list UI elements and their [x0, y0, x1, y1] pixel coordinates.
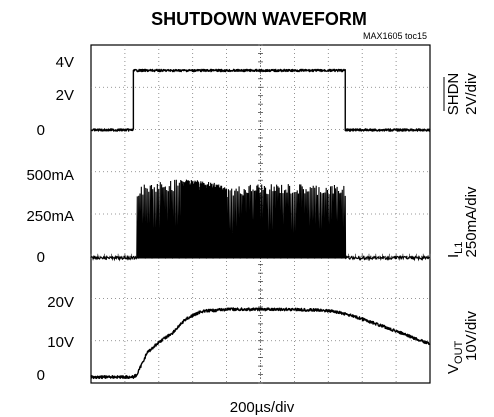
trace-il1: [90, 179, 430, 262]
channel-label-vout-scale: 10V/div: [463, 310, 480, 361]
svg-text:VOUT: VOUT: [445, 340, 465, 374]
channel-label-shdn: SHDN 2V/div: [443, 73, 480, 116]
ytick-label: 500mA: [26, 167, 74, 184]
ytick-label: 250mA: [26, 208, 74, 225]
channel-label-vout: VOUT 10V/div: [445, 310, 480, 374]
channel-label-il-name: I: [445, 254, 462, 258]
channel-label-il: IL1 250mA/div: [445, 186, 480, 258]
channel-label-vout-name: V: [445, 364, 462, 374]
trace-vout: [90, 307, 431, 380]
ytick-label: 0: [37, 367, 45, 384]
ytick-label: 10V: [47, 334, 74, 351]
ytick-label: 0: [37, 122, 45, 139]
channel-label-il-scale: 250mA/div: [463, 186, 480, 257]
ytick-label: 4V: [56, 54, 74, 71]
traces: [90, 68, 431, 380]
svg-text:IL1: IL1: [445, 242, 465, 258]
channel-label-vout-sub: OUT: [453, 340, 465, 364]
chart-title: SHUTDOWN WAVEFORM: [151, 9, 367, 29]
ytick-labels-il: 500mA 250mA 0: [26, 167, 74, 266]
trace-shdn: [90, 68, 431, 132]
channel-label-il-sub: L1: [453, 242, 465, 254]
ytick-labels-shdn: 4V 2V 0: [37, 54, 74, 139]
ytick-label: 2V: [56, 87, 74, 104]
channel-label-shdn-scale: 2V/div: [463, 73, 480, 115]
x-axis-label: 200µs/div: [230, 399, 295, 416]
figure-id: MAX1605 toc15: [363, 31, 427, 41]
ytick-label: 0: [37, 249, 45, 266]
ytick-labels-vout: 20V 10V 0: [37, 294, 74, 384]
channel-label-shdn-name: SHDN: [445, 73, 462, 116]
ytick-label: 20V: [47, 294, 74, 311]
